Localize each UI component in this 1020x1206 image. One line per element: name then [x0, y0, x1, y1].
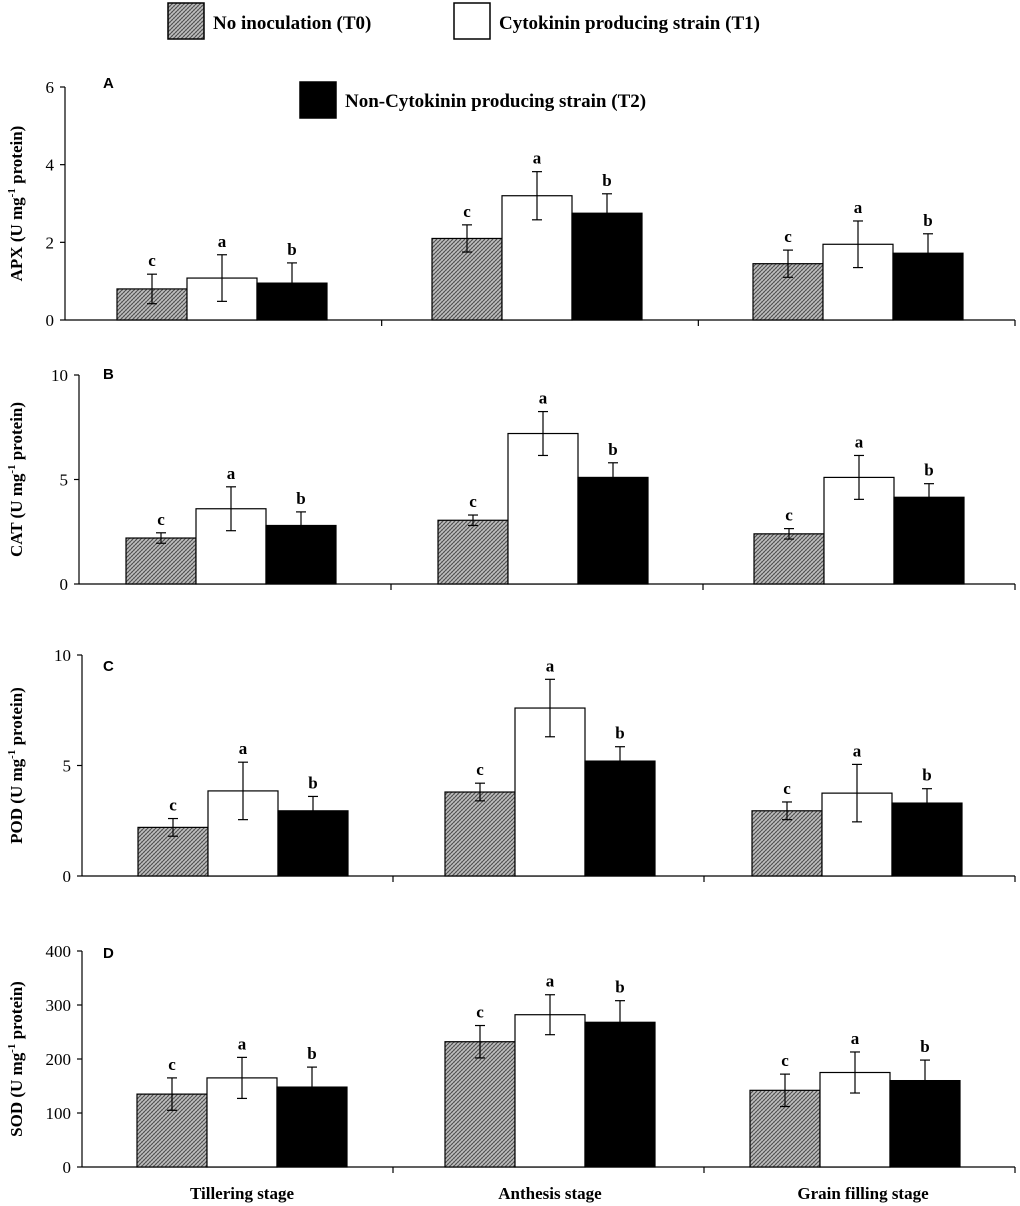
y-tick-label: 10: [54, 646, 71, 665]
significance-letter: b: [307, 1044, 316, 1063]
significance-letter: c: [785, 506, 793, 525]
significance-letter: a: [853, 741, 862, 760]
significance-letter: c: [476, 1003, 484, 1022]
significance-letter: a: [239, 739, 248, 758]
significance-letter: b: [602, 171, 611, 190]
panel-b: B 0 5 10 CAT (U mg-1 protein) c c c a a a b b b: [6, 366, 1016, 594]
significance-letter: b: [296, 489, 305, 508]
significance-letter: b: [920, 1037, 929, 1056]
x-category-label: Anthesis stage: [498, 1184, 602, 1203]
significance-letter: a: [238, 1034, 247, 1053]
significance-letter: a: [854, 198, 863, 217]
legend-swatch-t2: [299, 81, 337, 119]
y-axis-label: CAT (U mg-1 protein): [6, 402, 26, 557]
x-category-label: Grain filling stage: [797, 1184, 929, 1203]
panel-letter: C: [103, 658, 114, 675]
legend-item-t0: No inoculation (T0): [167, 2, 371, 40]
y-tick-label: 2: [46, 233, 55, 252]
significance-letter: c: [169, 796, 177, 815]
significance-letter: a: [546, 656, 555, 675]
significance-letter: b: [924, 461, 933, 480]
y-tick-label: 400: [46, 942, 72, 961]
legend-label-t2: Non-Cytokinin producing strain (T2): [345, 91, 646, 112]
y-tick-label: 300: [46, 996, 72, 1015]
legend-swatch-t1: [453, 2, 491, 40]
significance-letter: c: [476, 760, 484, 779]
y-axis-label: POD (U mg-1 protein): [6, 687, 26, 844]
y-tick-label: 0: [63, 867, 72, 886]
significance-letter: b: [308, 773, 317, 792]
bar-t0: [444, 1041, 516, 1168]
bar-t0: [751, 810, 823, 877]
significance-letter: c: [781, 1051, 789, 1070]
significance-letter: c: [469, 492, 477, 511]
panel-letter: B: [103, 366, 114, 383]
panel-letter: D: [103, 945, 114, 962]
legend-swatch-t0: [167, 2, 205, 40]
y-tick-label: 10: [51, 366, 68, 385]
y-axis-label: APX (U mg-1 protein): [6, 126, 26, 282]
significance-letter: b: [287, 240, 296, 259]
panel-c: C 0 5 10 POD (U mg-1 protein) c c c a a a b b b: [6, 646, 1016, 886]
significance-letter: a: [539, 389, 548, 408]
y-tick-label: 6: [46, 78, 55, 97]
significance-letter: c: [168, 1055, 176, 1074]
bar-t0: [125, 537, 197, 585]
significance-letter: a: [546, 972, 555, 991]
legend-item-t1: Cytokinin producing strain (T1): [453, 2, 760, 40]
significance-letter: a: [227, 464, 236, 483]
significance-letter: a: [855, 432, 864, 451]
significance-letter: b: [923, 211, 932, 230]
panel-letter: A: [103, 75, 114, 92]
bar-t0: [437, 519, 509, 585]
panel-a: A 0 2 4 6 APX (U mg-1 protein) c c c a a a b b b: [6, 75, 1016, 330]
bar-t2: [584, 1021, 656, 1168]
significance-letter: b: [922, 766, 931, 785]
x-category-label: Tillering stage: [190, 1184, 294, 1203]
legend-item-t2: Non-Cytokinin producing strain (T2): [299, 81, 646, 119]
significance-letter: c: [783, 779, 791, 798]
y-tick-label: 4: [46, 156, 55, 175]
legend-label-t1: Cytokinin producing strain (T1): [499, 13, 760, 34]
significance-letter: c: [463, 202, 471, 221]
y-tick-label: 200: [46, 1050, 72, 1069]
bar-t1: [514, 1014, 586, 1168]
significance-letter: a: [533, 149, 542, 168]
significance-letter: c: [157, 510, 165, 529]
significance-letter: a: [218, 232, 227, 251]
bar-t0: [444, 791, 516, 877]
significance-letter: b: [615, 724, 624, 743]
bar-t2: [577, 476, 649, 585]
significance-letter: a: [851, 1029, 860, 1048]
bar-t2: [893, 496, 965, 585]
significance-letter: b: [615, 978, 624, 997]
panel-d: D 0 100 200 300 400 SOD (U mg-1 protein) c c c a a a…: [6, 942, 1016, 1203]
bar-t2: [584, 760, 656, 877]
y-tick-label: 0: [46, 311, 55, 330]
y-axis-label: SOD (U mg-1 protein): [6, 981, 26, 1137]
y-tick-label: 5: [63, 757, 72, 776]
bar-t1: [507, 432, 579, 585]
y-tick-label: 0: [63, 1158, 72, 1177]
significance-letter: b: [608, 440, 617, 459]
bar-t2: [277, 810, 349, 877]
legend-label-t0: No inoculation (T0): [213, 13, 371, 34]
y-tick-label: 5: [60, 471, 69, 490]
y-tick-label: 0: [60, 575, 69, 594]
significance-letter: c: [784, 227, 792, 246]
significance-letter: c: [148, 251, 156, 270]
bar-t0: [753, 533, 825, 585]
legend: No inoculation (T0) Cytokinin producing …: [167, 2, 760, 119]
y-tick-label: 100: [46, 1104, 72, 1123]
